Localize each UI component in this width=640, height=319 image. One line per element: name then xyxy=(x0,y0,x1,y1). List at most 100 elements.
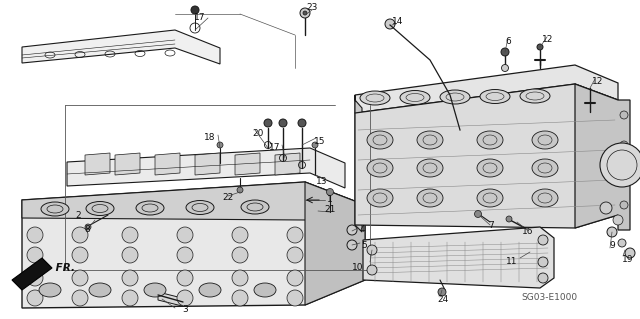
Text: 19: 19 xyxy=(622,256,634,264)
Polygon shape xyxy=(363,227,554,288)
Circle shape xyxy=(72,247,88,263)
Circle shape xyxy=(177,227,193,243)
Circle shape xyxy=(122,227,138,243)
Polygon shape xyxy=(67,148,345,188)
Ellipse shape xyxy=(440,90,470,104)
Circle shape xyxy=(618,239,626,247)
Circle shape xyxy=(312,142,318,148)
Ellipse shape xyxy=(417,189,443,207)
Circle shape xyxy=(538,273,548,283)
Circle shape xyxy=(27,290,43,306)
Circle shape xyxy=(538,235,548,245)
Circle shape xyxy=(122,290,138,306)
Text: SG03-E1000: SG03-E1000 xyxy=(521,293,577,302)
Circle shape xyxy=(122,270,138,286)
Ellipse shape xyxy=(41,202,69,216)
Circle shape xyxy=(607,227,617,237)
Ellipse shape xyxy=(89,283,111,297)
Polygon shape xyxy=(355,84,618,228)
Circle shape xyxy=(620,111,628,119)
Text: 2: 2 xyxy=(75,211,81,219)
Polygon shape xyxy=(305,182,365,305)
Polygon shape xyxy=(12,258,52,290)
Circle shape xyxy=(600,143,640,187)
Ellipse shape xyxy=(532,159,558,177)
Circle shape xyxy=(367,245,377,255)
Circle shape xyxy=(620,201,628,209)
Text: 4: 4 xyxy=(359,226,365,234)
Ellipse shape xyxy=(241,200,269,214)
Polygon shape xyxy=(85,153,110,175)
Ellipse shape xyxy=(144,283,166,297)
Circle shape xyxy=(72,290,88,306)
Polygon shape xyxy=(235,153,260,175)
Ellipse shape xyxy=(520,89,550,103)
Circle shape xyxy=(232,290,248,306)
Circle shape xyxy=(287,227,303,243)
Ellipse shape xyxy=(480,90,510,103)
Ellipse shape xyxy=(367,131,393,149)
Circle shape xyxy=(506,216,512,222)
Circle shape xyxy=(620,141,628,149)
Polygon shape xyxy=(575,84,630,230)
Text: 18: 18 xyxy=(204,133,216,143)
Ellipse shape xyxy=(477,189,503,207)
Ellipse shape xyxy=(39,283,61,297)
Circle shape xyxy=(538,257,548,267)
Circle shape xyxy=(326,189,333,196)
Circle shape xyxy=(300,8,310,18)
Ellipse shape xyxy=(417,131,443,149)
Text: 11: 11 xyxy=(506,257,518,266)
Polygon shape xyxy=(22,182,365,220)
Text: 7: 7 xyxy=(488,220,494,229)
Circle shape xyxy=(347,240,357,250)
Circle shape xyxy=(27,270,43,286)
Text: 23: 23 xyxy=(307,4,317,12)
Circle shape xyxy=(232,247,248,263)
Ellipse shape xyxy=(532,131,558,149)
Ellipse shape xyxy=(532,189,558,207)
Polygon shape xyxy=(158,292,182,306)
Text: FR.: FR. xyxy=(52,263,75,273)
Text: 5: 5 xyxy=(361,241,367,249)
Circle shape xyxy=(385,19,395,29)
Circle shape xyxy=(287,290,303,306)
Polygon shape xyxy=(22,182,365,308)
Text: 1: 1 xyxy=(327,196,333,204)
Circle shape xyxy=(237,187,243,193)
Circle shape xyxy=(625,248,635,258)
Text: 10: 10 xyxy=(352,263,364,272)
Text: 9: 9 xyxy=(609,241,615,249)
Text: 16: 16 xyxy=(522,227,534,236)
Ellipse shape xyxy=(86,202,114,216)
Circle shape xyxy=(613,215,623,225)
Text: 17: 17 xyxy=(195,13,205,23)
Polygon shape xyxy=(155,153,180,175)
Polygon shape xyxy=(355,65,618,113)
Circle shape xyxy=(537,44,543,50)
Circle shape xyxy=(72,270,88,286)
Text: 12: 12 xyxy=(592,78,604,86)
Ellipse shape xyxy=(477,131,503,149)
Circle shape xyxy=(191,6,199,14)
Ellipse shape xyxy=(477,159,503,177)
Circle shape xyxy=(367,265,377,275)
Text: 14: 14 xyxy=(392,18,404,26)
Ellipse shape xyxy=(367,189,393,207)
Circle shape xyxy=(177,270,193,286)
Circle shape xyxy=(232,227,248,243)
Circle shape xyxy=(600,202,612,214)
Text: 17: 17 xyxy=(269,144,281,152)
Circle shape xyxy=(502,64,509,71)
Circle shape xyxy=(122,247,138,263)
Ellipse shape xyxy=(199,283,221,297)
Polygon shape xyxy=(115,153,140,175)
Ellipse shape xyxy=(367,159,393,177)
Text: 20: 20 xyxy=(252,129,264,137)
Circle shape xyxy=(72,227,88,243)
Text: 15: 15 xyxy=(314,137,326,146)
Text: 6: 6 xyxy=(505,38,511,47)
Circle shape xyxy=(501,48,509,56)
Ellipse shape xyxy=(400,91,430,105)
Circle shape xyxy=(438,288,446,296)
